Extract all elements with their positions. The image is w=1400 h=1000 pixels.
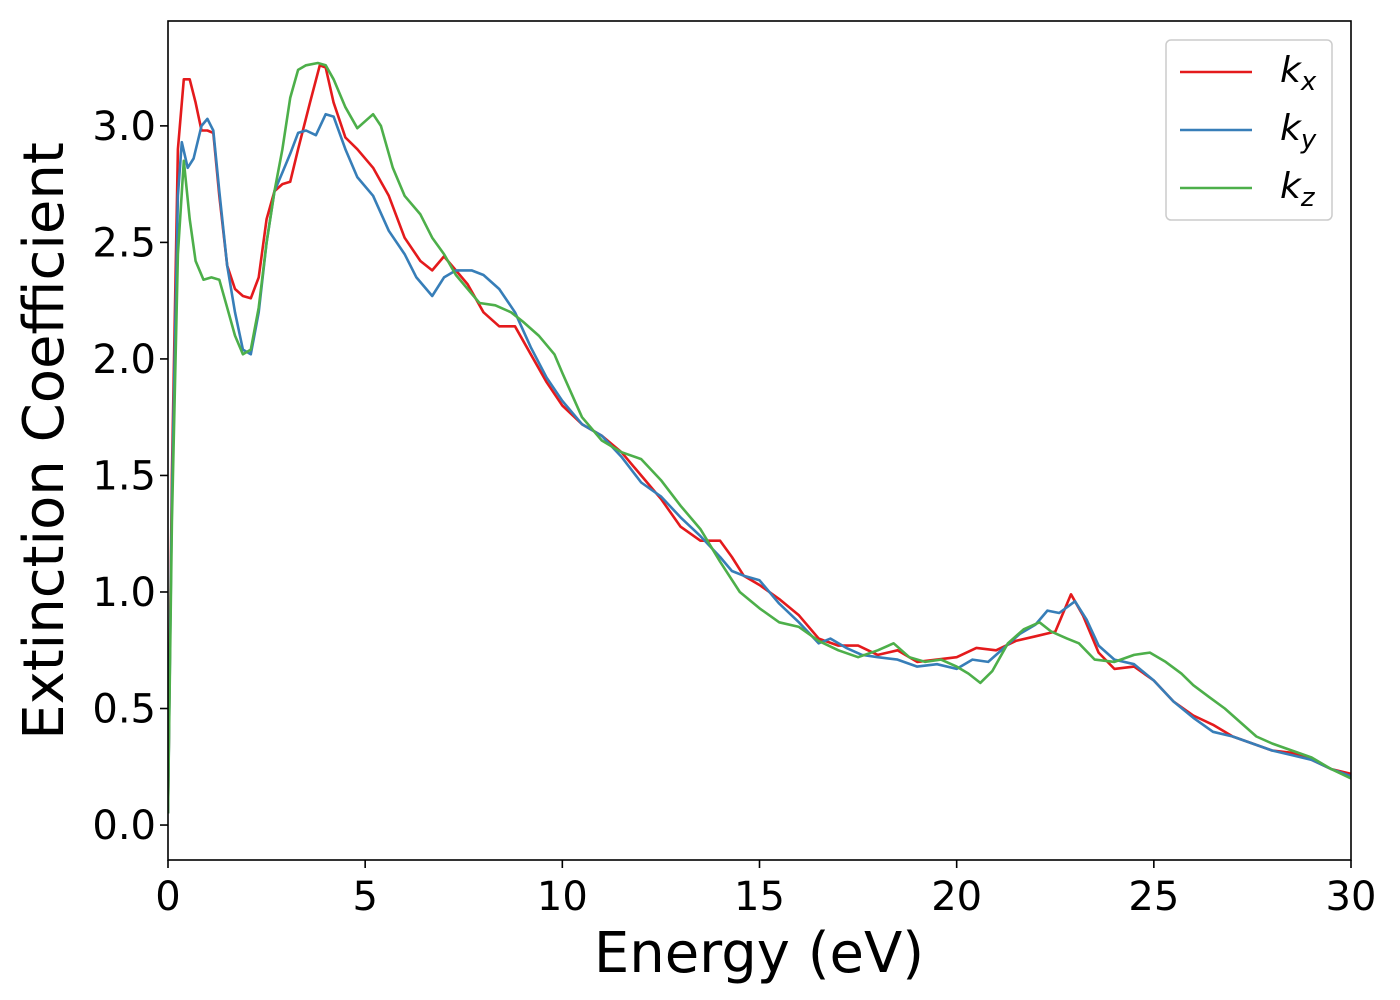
y-tick-label: 0.0 [92, 803, 156, 849]
legend-label-ky: ky [1280, 108, 1317, 155]
y-tick-label: 2.0 [92, 337, 156, 383]
legend-items: kx ky kz [1180, 50, 1317, 213]
x-tick-label: 25 [1128, 874, 1179, 920]
y-tick-label: 1.0 [92, 570, 156, 616]
x-tick-label: 20 [931, 874, 982, 920]
legend: kx ky kz [1165, 39, 1333, 221]
y-tick-label: 0.5 [92, 687, 156, 733]
legend-label-kx: kx [1280, 50, 1317, 97]
x-tick-label: 10 [537, 874, 588, 920]
series-layer [168, 61, 1351, 814]
legend-label-kz: kz [1280, 166, 1316, 213]
x-tick-label: 5 [352, 874, 377, 920]
plot-area [167, 20, 1352, 861]
y-axis: 0.0 0.5 1.0 1.5 2.0 2.5 3.0 [92, 104, 168, 849]
x-tick-label: 15 [734, 874, 785, 920]
y-tick-label: 1.5 [92, 453, 156, 499]
x-tick-label: 30 [1326, 874, 1377, 920]
series-line-kz [168, 61, 1351, 814]
x-axis: 0 5 10 15 20 25 30 [155, 860, 1376, 920]
plot-background [168, 21, 1351, 860]
y-tick-label: 3.0 [92, 104, 156, 150]
x-axis-label: Energy (eV) [594, 921, 924, 986]
y-axis-label: Extinction Coefficient [12, 142, 77, 740]
y-tick-label: 2.5 [92, 220, 156, 266]
x-tick-label: 0 [155, 874, 180, 920]
